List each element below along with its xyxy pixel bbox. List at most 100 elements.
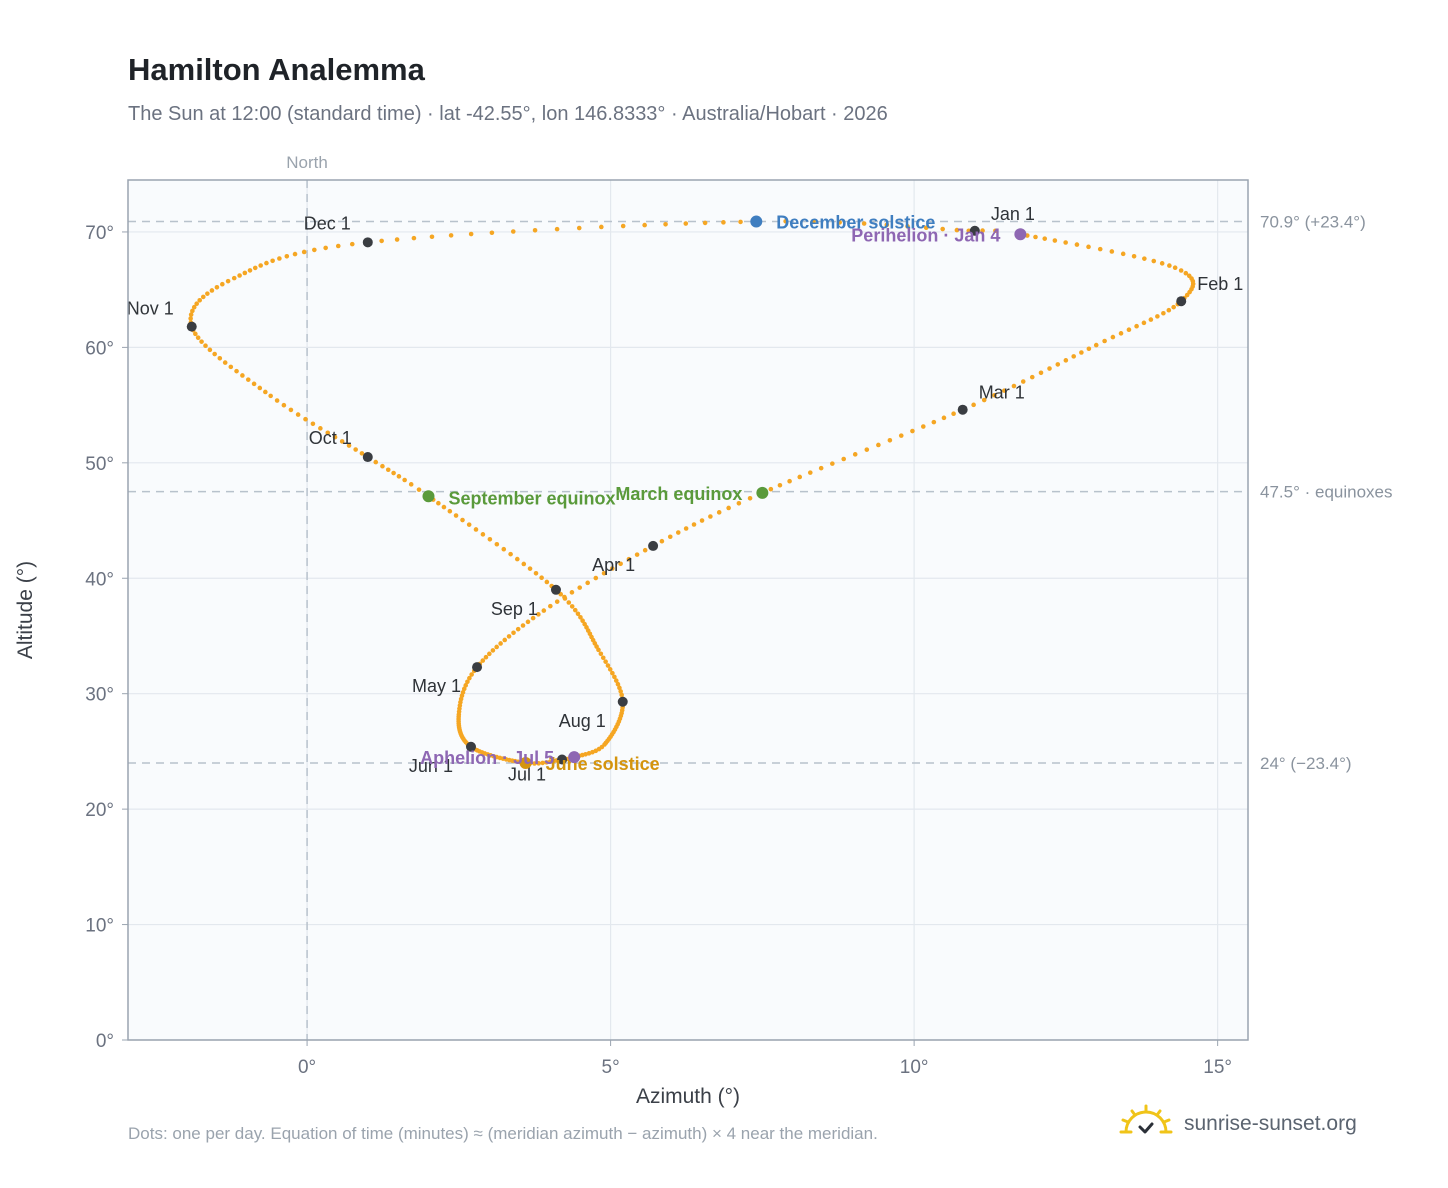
daily-sun-dot xyxy=(1074,242,1080,247)
plot-frame xyxy=(127,179,1249,1041)
daily-sun-dot xyxy=(268,393,273,399)
daily-sun-dot xyxy=(188,316,193,321)
daily-sun-dot xyxy=(554,599,560,604)
daily-sun-dot xyxy=(396,474,402,479)
daily-sun-dot xyxy=(335,243,341,249)
daily-sun-dot xyxy=(480,658,486,663)
y-tick-label: 20° xyxy=(85,800,114,821)
daily-sun-dot xyxy=(1102,338,1107,344)
daily-sun-dot xyxy=(1118,331,1124,336)
axis-ticks: 0° 5° 10° 15° 0° 10° 20° 30° 40° 50° 60° 70° xyxy=(85,223,1232,1078)
daily-sun-dot xyxy=(270,258,275,264)
daily-sun-dot xyxy=(408,482,414,487)
daily-sun-dot xyxy=(617,685,622,691)
daily-sun-dot xyxy=(1131,253,1137,259)
daily-sun-dot xyxy=(252,265,258,271)
reference-lines: North 70.9° (+23.4°) 47.5° · equinoxes 24° … xyxy=(128,153,1393,1040)
daily-sun-dot xyxy=(1126,327,1132,333)
daily-sun-dot xyxy=(626,556,632,562)
daily-sun-dot xyxy=(391,470,396,476)
daily-sun-dot xyxy=(615,681,621,687)
month-marker xyxy=(1176,296,1187,307)
daily-sun-dot xyxy=(247,268,253,273)
daily-sun-dot xyxy=(453,513,459,518)
daily-sun-dot xyxy=(954,227,960,233)
daily-sun-dot xyxy=(575,611,581,617)
event-marker xyxy=(422,490,435,503)
daily-sun-dot xyxy=(837,220,842,225)
month-marker-label: Jun 1 xyxy=(409,756,453,776)
reference-line-label: 70.9° (+23.4°) xyxy=(1260,213,1366,232)
daily-sun-dot xyxy=(521,561,527,567)
daily-sun-dot xyxy=(1093,342,1099,348)
daily-sun-dot xyxy=(910,428,915,434)
daily-sun-dot xyxy=(191,304,197,310)
daily-sun-dot xyxy=(441,504,447,510)
daily-sun-dot xyxy=(498,641,503,646)
daily-sun-dot xyxy=(1086,244,1091,250)
daily-sun-dot xyxy=(691,522,697,527)
daily-sun-dot xyxy=(489,230,495,236)
daily-sun-dot xyxy=(468,231,474,237)
daily-sun-dot xyxy=(613,678,619,683)
daily-sun-dot xyxy=(1142,256,1147,261)
daily-sun-dot xyxy=(466,522,472,527)
brand[interactable]: sunrise-sunset.org xyxy=(1118,1100,1357,1148)
daily-sun-dot xyxy=(353,447,358,452)
daily-sun-dot xyxy=(683,526,689,531)
daily-sun-dot xyxy=(312,247,317,253)
daily-sun-dot xyxy=(941,415,947,421)
daily-sun-dot xyxy=(1029,374,1035,380)
daily-sun-dot xyxy=(1171,304,1176,310)
month-marker xyxy=(969,225,980,236)
daily-sun-dot xyxy=(598,651,604,657)
daily-sun-dot xyxy=(506,634,512,639)
x-tick-label: 0° xyxy=(298,1057,316,1078)
daily-sun-dot xyxy=(508,551,513,557)
daily-sun-dot xyxy=(487,536,493,542)
month-marker-label: Nov 1 xyxy=(127,299,174,319)
daily-sun-dot xyxy=(605,663,611,668)
y-tick-label: 60° xyxy=(85,338,114,359)
daily-sun-dot xyxy=(1063,240,1068,245)
daily-sun-dot xyxy=(332,434,338,440)
daily-sun-dot xyxy=(1155,314,1160,319)
daily-sun-dot xyxy=(264,260,269,266)
daily-sun-dot xyxy=(578,615,583,620)
daily-sun-dot xyxy=(777,482,783,488)
daily-sun-dot xyxy=(1033,234,1038,240)
daily-sun-dot xyxy=(536,761,541,766)
daily-sun-dot xyxy=(536,612,541,617)
daily-sun-dot xyxy=(231,275,237,281)
daily-sun-dot xyxy=(1184,292,1190,298)
month-marker xyxy=(557,754,568,765)
daily-sun-dot xyxy=(787,478,792,484)
y-tick-label: 10° xyxy=(85,916,114,937)
daily-sun-dot xyxy=(1120,251,1126,257)
month-marker xyxy=(362,237,373,248)
daily-sun-dot xyxy=(992,392,997,398)
reference-line-label: 47.5° · equinoxes xyxy=(1260,483,1393,502)
daily-sun-dot xyxy=(1047,366,1052,371)
daily-sun-dot xyxy=(619,692,624,698)
daily-sun-dot xyxy=(580,618,585,624)
event-marker xyxy=(750,215,763,228)
daily-sun-dot xyxy=(1166,307,1172,313)
daily-sun-dot xyxy=(699,518,705,523)
daily-sun-dot xyxy=(1134,323,1139,329)
daily-sun-dot xyxy=(1020,379,1026,384)
daily-sun-dot xyxy=(708,514,713,519)
daily-sun-dot xyxy=(402,477,407,483)
brand-name[interactable]: sunrise-sunset.org xyxy=(1184,1112,1357,1135)
month-marker xyxy=(957,404,968,415)
daily-sun-dot xyxy=(514,556,520,562)
daily-sun-dot xyxy=(258,263,263,268)
daily-sun-dot xyxy=(981,397,987,403)
daily-sun-dot xyxy=(716,510,722,515)
month-marker-label: Dec 1 xyxy=(304,213,351,233)
daily-sun-dot xyxy=(818,465,824,471)
event-label: June solstice xyxy=(546,754,660,774)
daily-sun-dot xyxy=(618,561,623,567)
daily-sun-dot xyxy=(274,398,280,403)
daily-sun-dot xyxy=(197,297,203,303)
